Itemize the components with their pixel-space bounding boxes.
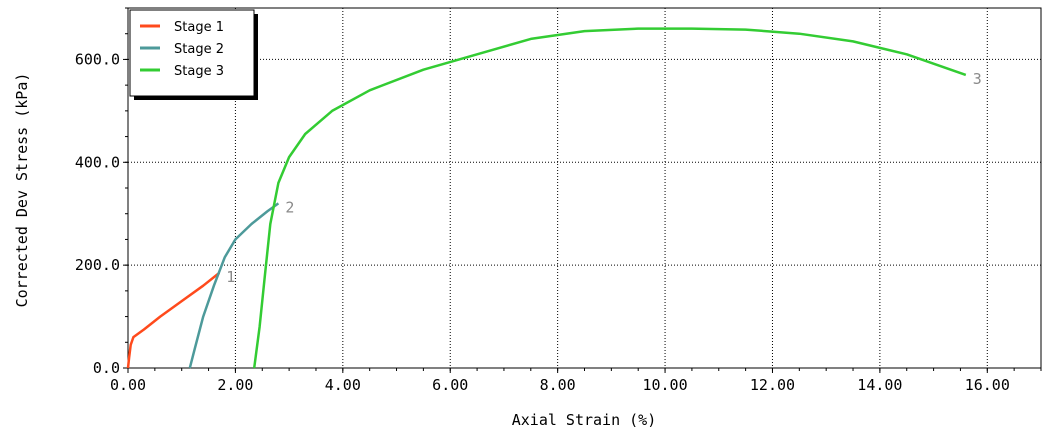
x-tick-label: 16.00 xyxy=(965,376,1010,394)
y-tick-label: 400.0 xyxy=(75,153,120,171)
legend-label: Stage 3 xyxy=(174,64,224,79)
plot-area-frame xyxy=(127,7,1042,369)
x-tick-label: 14.00 xyxy=(857,376,902,394)
y-tick-label: 0.0 xyxy=(93,359,120,377)
x-tick-label: 12.00 xyxy=(750,376,795,394)
x-tick-label: 8.00 xyxy=(540,376,576,394)
legend-label: Stage 1 xyxy=(174,20,224,35)
series-line-stage-1 xyxy=(126,271,221,369)
legend: Stage 1 Stage 2 Stage 3 xyxy=(129,9,258,100)
x-tick-label: 2.00 xyxy=(217,376,253,394)
grid-lines xyxy=(128,8,1041,368)
y-tick-label: 600.0 xyxy=(75,50,120,68)
series-end-labels: 1 2 3 xyxy=(226,70,982,286)
x-tick-label: 0.00 xyxy=(110,376,146,394)
y-tick-label: 200.0 xyxy=(75,256,120,274)
x-tick-label: 4.00 xyxy=(325,376,361,394)
legend-box xyxy=(129,9,255,97)
series-lines xyxy=(126,27,967,369)
x-tick-label: 10.00 xyxy=(642,376,687,394)
y-axis-label: Corrected Dev Stress (kPa) xyxy=(13,73,31,308)
legend-items: Stage 1 Stage 2 Stage 3 xyxy=(140,20,224,79)
x-tick-label: 6.00 xyxy=(432,376,468,394)
series-line-stage-2 xyxy=(188,202,280,369)
series-end-label: 1 xyxy=(226,268,235,286)
legend-label: Stage 2 xyxy=(174,42,224,57)
series-line-stage-3 xyxy=(252,27,967,369)
y-axis-ticks: 0.0 200.0 400.0 600.0 xyxy=(75,7,128,377)
x-axis-ticks: 0.00 2.00 4.00 6.00 8.00 10.00 12.00 14.00 16.00 xyxy=(110,368,1042,394)
series-end-label: 2 xyxy=(285,198,294,216)
series-end-label: 3 xyxy=(973,70,982,88)
x-axis-label: Axial Strain (%) xyxy=(512,411,657,429)
